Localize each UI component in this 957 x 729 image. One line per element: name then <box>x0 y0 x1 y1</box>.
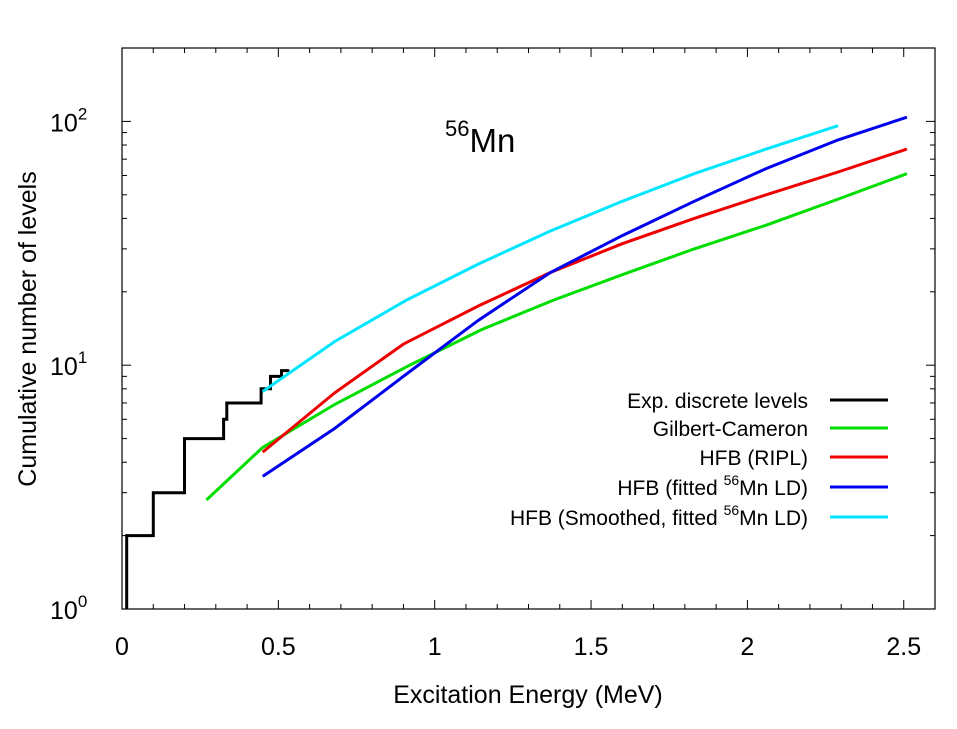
series-line <box>261 115 908 478</box>
legend-label: Exp. discrete levels <box>627 390 808 413</box>
series-lines <box>125 115 908 609</box>
plot-frame <box>121 47 936 610</box>
x-tick-label: 0.5 <box>261 633 296 661</box>
legend-label: Gilbert-Cameron <box>653 418 808 441</box>
series-line <box>205 172 908 502</box>
x-tick-label: 1 <box>428 633 442 661</box>
x-tick-labels: 0 0.5 1 1.5 2 2.5 <box>115 633 921 661</box>
legend-label-sup: 56 <box>724 472 740 488</box>
series-line <box>125 369 290 609</box>
legend-label-prefix: HFB (Smoothed, fitted <box>510 507 724 530</box>
plot-annotation: 56Mn <box>445 116 515 159</box>
y-tick-label: 100 <box>50 592 87 625</box>
legend-label-suffix: Mn LD) <box>739 477 808 500</box>
y-tick-label: 101 <box>50 348 87 381</box>
annotation-superscript: 56 <box>445 116 469 141</box>
x-tick-label: 2 <box>740 633 754 661</box>
series-line <box>261 124 839 393</box>
axis-ticks <box>121 47 936 610</box>
legend-label-prefix: HFB (fitted <box>617 477 723 500</box>
x-tick-label: 2.5 <box>886 633 921 661</box>
legend-label-sup: 56 <box>724 502 740 518</box>
y-tick-exponent: 1 <box>78 348 87 367</box>
y-axis-label: Cumulative number of levels <box>14 171 42 486</box>
y-tick-base: 10 <box>50 597 78 625</box>
legend-label: HFB (RIPL) <box>699 447 808 470</box>
legend-label: HFB (fitted 56Mn LD) <box>617 472 808 500</box>
legend-label: HFB (Smoothed, fitted 56Mn LD) <box>510 502 808 530</box>
y-tick-base: 10 <box>50 353 78 381</box>
series-line <box>261 147 908 454</box>
x-axis-label: Excitation Energy (MeV) <box>393 681 663 709</box>
annotation-text: Mn <box>469 122 515 159</box>
x-tick-label: 1.5 <box>574 633 609 661</box>
y-tick-exponent: 0 <box>78 592 87 611</box>
y-tick-exponent: 2 <box>78 104 87 123</box>
y-tick-label: 102 <box>50 104 87 137</box>
legend-label-suffix: Mn LD) <box>739 507 808 530</box>
y-tick-base: 10 <box>50 109 78 137</box>
x-tick-label: 0 <box>115 633 129 661</box>
legend: Exp. discrete levels Gilbert-Cameron HFB (… <box>510 390 888 530</box>
